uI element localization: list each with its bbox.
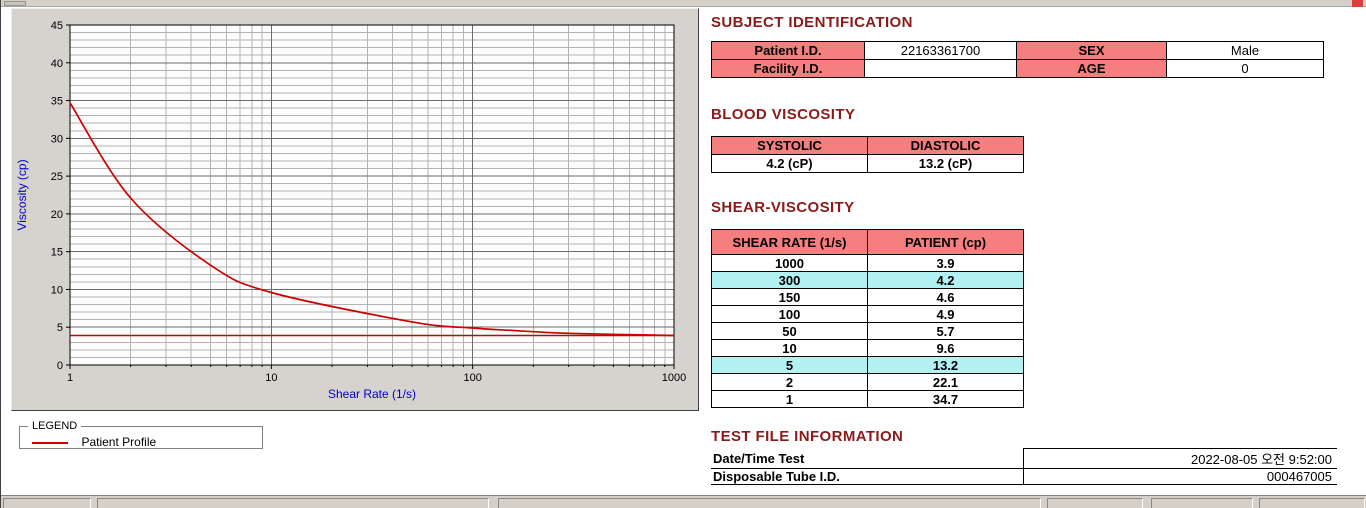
facility-id-label: Facility I.D. (711, 59, 865, 78)
table-row: 100 4.9 (711, 305, 1024, 323)
statusbar-panel (3, 498, 91, 508)
patient-id-value: 22163361700 (864, 41, 1017, 60)
shear-rate-cell: 1 (711, 390, 868, 408)
window-button-partial[interactable] (4, 1, 26, 6)
svg-text:10: 10 (265, 372, 277, 384)
sex-value: Male (1166, 41, 1324, 60)
patient-value-cell: 34.7 (867, 390, 1024, 408)
legend-series-label: Patient Profile (81, 434, 157, 449)
table-row: 50 5.7 (711, 322, 1024, 340)
table-row: SYSTOLIC DIASTOLIC (711, 136, 1024, 155)
svg-text:100: 100 (463, 372, 481, 384)
diastolic-value: 13.2 (cP) (867, 154, 1024, 173)
shear-rate-cell: 150 (711, 288, 868, 306)
table-row: Date/Time Test 2022-08-05 오전 9:52:00 (711, 448, 1337, 469)
table-header-row: SHEAR RATE (1/s) PATIENT (cp) (711, 229, 1024, 255)
statusbar-panel (1151, 498, 1253, 508)
disposable-tube-id-label: Disposable Tube I.D. (711, 468, 1023, 485)
table-row: 2 22.1 (711, 373, 1024, 391)
table-row: 1000 3.9 (711, 254, 1024, 272)
disposable-tube-id-value: 000467005 (1022, 468, 1337, 485)
patient-value-cell: 9.6 (867, 339, 1024, 357)
svg-text:Viscosity (cp): Viscosity (cp) (15, 159, 29, 230)
shear-viscosity-heading: SHEAR-VISCOSITY (711, 199, 855, 216)
blood-viscosity-table: SYSTOLIC DIASTOLIC 4.2 (cP) 13.2 (cP) (711, 136, 1024, 173)
shear-rate-cell: 5 (711, 356, 868, 374)
systolic-value: 4.2 (cP) (711, 154, 868, 173)
table-row: Disposable Tube I.D. 000467005 (711, 468, 1337, 485)
subject-table: Patient I.D. 22163361700 SEX Male Facili… (711, 41, 1324, 78)
patient-value-cell: 4.2 (867, 271, 1024, 289)
facility-id-value (864, 59, 1017, 78)
table-row: 300 4.2 (711, 271, 1024, 289)
patient-cp-header: PATIENT (cp) (867, 229, 1024, 255)
systolic-header: SYSTOLIC (711, 136, 868, 155)
close-button-partial[interactable] (1352, 0, 1363, 7)
shear-rate-cell: 100 (711, 305, 868, 323)
age-label: AGE (1016, 59, 1167, 78)
table-row: 1 34.7 (711, 390, 1024, 408)
sex-label: SEX (1016, 41, 1167, 60)
svg-text:35: 35 (51, 96, 63, 108)
patient-value-cell: 4.9 (867, 305, 1024, 323)
shear-rate-cell: 50 (711, 322, 868, 340)
table-row: Patient I.D. 22163361700 SEX Male (711, 41, 1324, 60)
shear-rate-cell: 10 (711, 339, 868, 357)
svg-text:25: 25 (51, 171, 63, 183)
test-file-table: Date/Time Test 2022-08-05 오전 9:52:00 Dis… (711, 448, 1337, 485)
svg-text:15: 15 (51, 247, 63, 259)
svg-text:30: 30 (51, 133, 63, 145)
svg-text:1: 1 (67, 372, 73, 384)
table-row: 5 13.2 (711, 356, 1024, 374)
statusbar-panel (1047, 498, 1143, 508)
shear-rate-cell: 300 (711, 271, 868, 289)
patient-value-cell: 22.1 (867, 373, 1024, 391)
viscosity-chart: 0 5 10 15 20 25 30 35 40 45 1 10 100 1000 Shear Rate (… (15, 20, 686, 401)
chart-legend: LEGEND Patient Profile (19, 420, 263, 449)
svg-text:20: 20 (51, 209, 63, 221)
svg-text:0: 0 (57, 360, 63, 372)
chart-panel: 0 5 10 15 20 25 30 35 40 45 1 10 100 1000 Shear Rate (… (11, 8, 699, 411)
legend-line-sample (32, 441, 68, 444)
age-value: 0 (1166, 59, 1324, 78)
diastolic-header: DIASTOLIC (867, 136, 1024, 155)
date-time-test-value: 2022-08-05 오전 9:52:00 (1022, 448, 1337, 469)
date-time-test-label: Date/Time Test (711, 448, 1023, 469)
svg-text:45: 45 (51, 20, 63, 32)
test-file-information-heading: TEST FILE INFORMATION (711, 428, 904, 445)
legend-title: LEGEND (32, 420, 78, 432)
shear-rate-cell: 1000 (711, 254, 868, 272)
svg-text:40: 40 (51, 58, 63, 70)
svg-text:1000: 1000 (662, 372, 686, 384)
table-row: Facility I.D. AGE 0 (711, 59, 1324, 78)
statusbar-panel (498, 498, 1041, 508)
svg-text:Shear Rate (1/s): Shear Rate (1/s) (328, 387, 416, 401)
shear-viscosity-table: SHEAR RATE (1/s) PATIENT (cp) 1000 3.9 300… (711, 229, 1024, 408)
patient-value-cell: 4.6 (867, 288, 1024, 306)
statusbar-partial (1, 495, 1366, 508)
patient-value-cell: 5.7 (867, 322, 1024, 340)
subject-identification-heading: SUBJECT IDENTIFICATION (711, 14, 913, 31)
window-titlebar-partial (1, 0, 1366, 7)
statusbar-panel (97, 498, 489, 508)
table-row: 4.2 (cP) 13.2 (cP) (711, 154, 1024, 173)
svg-text:10: 10 (51, 284, 63, 296)
blood-viscosity-heading: BLOOD VISCOSITY (711, 106, 856, 123)
patient-value-cell: 3.9 (867, 254, 1024, 272)
shear-rate-header: SHEAR RATE (1/s) (711, 229, 868, 255)
patient-value-cell: 13.2 (867, 356, 1024, 374)
patient-id-label: Patient I.D. (711, 41, 865, 60)
table-row: 150 4.6 (711, 288, 1024, 306)
table-row: 10 9.6 (711, 339, 1024, 357)
shear-rate-cell: 2 (711, 373, 868, 391)
statusbar-panel (1259, 498, 1365, 508)
svg-text:5: 5 (57, 322, 63, 334)
